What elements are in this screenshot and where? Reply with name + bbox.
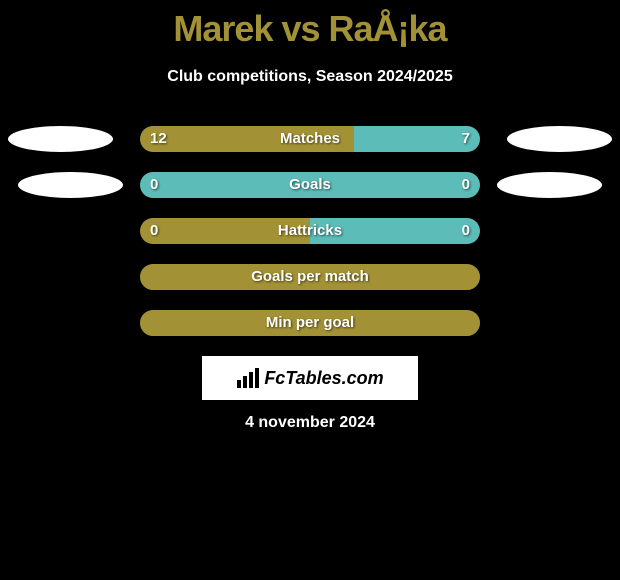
stats-container: Matches127Goals00Hattricks00Goals per ma… bbox=[0, 126, 620, 336]
stat-value-right: 0 bbox=[462, 218, 470, 244]
stat-row: Goals00 bbox=[0, 172, 620, 198]
stat-value-left: 0 bbox=[150, 218, 158, 244]
stat-label: Hattricks bbox=[0, 218, 620, 244]
stat-row: Goals per match bbox=[0, 264, 620, 290]
stat-value-right: 0 bbox=[462, 172, 470, 198]
stat-row: Hattricks0 0 bbox=[0, 218, 620, 244]
logo-label: FcTables.com bbox=[264, 368, 383, 389]
player-ellipse-right bbox=[507, 126, 612, 152]
player-ellipse-left bbox=[18, 172, 123, 198]
stat-row: Min per goal bbox=[0, 310, 620, 336]
logo-box: FcTables.com bbox=[202, 356, 418, 400]
player-ellipse-right bbox=[497, 172, 602, 198]
subtitle: Club competitions, Season 2024/2025 bbox=[0, 68, 620, 86]
page-title: Marek vs RaÅ¡ka bbox=[0, 0, 620, 50]
player-ellipse-left bbox=[8, 126, 113, 152]
stat-label: Min per goal bbox=[0, 310, 620, 336]
chart-icon bbox=[236, 368, 260, 388]
date-text: 4 november 2024 bbox=[0, 414, 620, 432]
logo-text: FcTables.com bbox=[236, 368, 383, 389]
stat-value-right: 7 bbox=[462, 126, 470, 152]
stat-value-left: 12 bbox=[150, 126, 167, 152]
stat-row: Matches127 bbox=[0, 126, 620, 152]
stat-label: Goals per match bbox=[0, 264, 620, 290]
stat-value-left: 0 bbox=[150, 172, 158, 198]
